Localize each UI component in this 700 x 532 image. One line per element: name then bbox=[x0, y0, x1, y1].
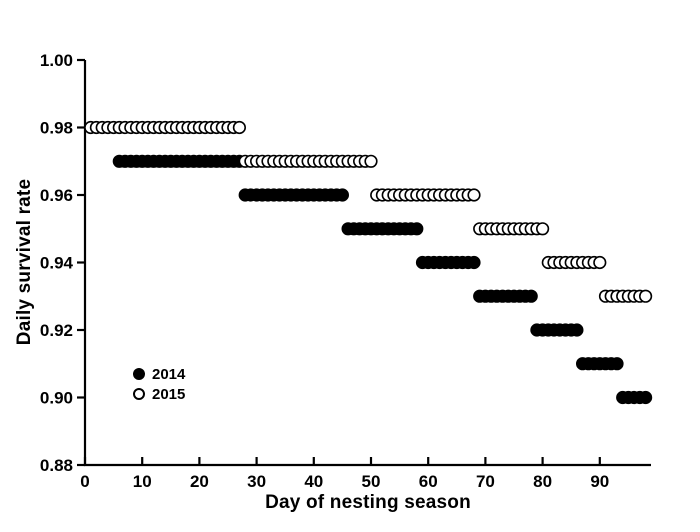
x-tick-label: 0 bbox=[80, 472, 89, 491]
legend-item-2015: 2015 bbox=[133, 384, 185, 404]
series-2014-points bbox=[112, 154, 653, 405]
x-tick-label: 10 bbox=[133, 472, 152, 491]
data-point bbox=[638, 390, 653, 405]
x-tick-label: 40 bbox=[304, 472, 323, 491]
y-tick-label: 0.92 bbox=[40, 321, 73, 340]
y-tick-label: 0.88 bbox=[40, 456, 73, 475]
y-tick-label: 0.96 bbox=[40, 186, 73, 205]
data-point bbox=[467, 188, 481, 202]
data-point bbox=[335, 188, 350, 202]
x-tick-label: 30 bbox=[247, 472, 266, 491]
x-tick-label: 70 bbox=[476, 472, 495, 491]
data-point bbox=[570, 323, 584, 337]
data-point bbox=[638, 289, 653, 303]
data-point bbox=[535, 222, 550, 236]
x-tick-label: 20 bbox=[190, 472, 209, 491]
open-circle-icon bbox=[133, 388, 145, 400]
data-point bbox=[593, 255, 607, 270]
y-tick-label: 0.94 bbox=[40, 254, 74, 273]
data-point bbox=[232, 120, 246, 135]
legend-label: 2014 bbox=[152, 365, 186, 383]
data-point bbox=[524, 289, 538, 303]
data-point bbox=[610, 357, 624, 371]
y-axis-ticks: 1.00 0.98 0.96 0.94 0.92 0.90 0.88 bbox=[40, 51, 85, 475]
x-tick-label: 50 bbox=[362, 472, 381, 491]
x-tick-label: 60 bbox=[419, 472, 438, 491]
x-axis-title: Day of nesting season bbox=[265, 492, 471, 513]
x-axis-ticks: 0 10 20 30 40 50 60 70 80 90 bbox=[80, 457, 609, 491]
legend-item-2014: 2014 bbox=[133, 364, 185, 384]
x-tick-label: 80 bbox=[533, 472, 552, 491]
y-tick-label: 0.98 bbox=[40, 119, 73, 138]
legend-label: 2015 bbox=[152, 385, 186, 403]
series-2015-points bbox=[84, 120, 653, 303]
legend: 2014 2015 bbox=[133, 364, 185, 404]
y-axis-title: Daily survival rate bbox=[14, 178, 35, 346]
filled-circle-icon bbox=[133, 368, 145, 380]
data-point bbox=[410, 222, 424, 236]
data-point bbox=[364, 154, 378, 168]
y-tick-label: 1.00 bbox=[40, 51, 73, 70]
data-point bbox=[467, 255, 481, 270]
y-tick-label: 0.90 bbox=[40, 389, 73, 408]
x-tick-label: 90 bbox=[590, 472, 609, 491]
